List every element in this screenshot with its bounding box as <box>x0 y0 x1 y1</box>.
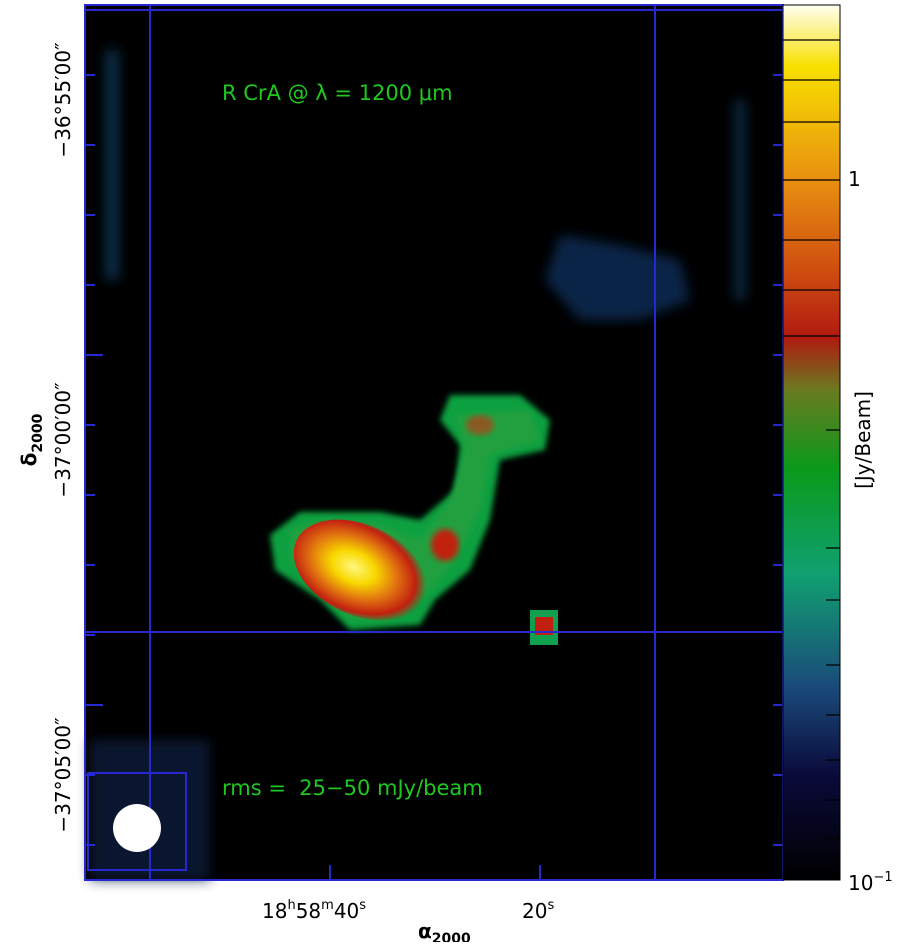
title: R CrA @ λ = 1200 μm <box>222 81 453 105</box>
x-axis-label: α2000 <box>418 919 471 942</box>
x-tick-label: 20s <box>522 898 554 923</box>
x-tick-label: 18h58m40s <box>262 898 366 923</box>
colorbar-label: [Jy/Beam] <box>851 391 875 489</box>
ticks <box>85 74 783 880</box>
colorbar-tick-label: 1 <box>848 167 861 191</box>
colorbar-tick-label: 10−1 <box>848 870 893 895</box>
emission <box>90 50 745 880</box>
map <box>85 5 783 880</box>
y-tick-label: −37°00′00″ <box>51 382 75 497</box>
rms-note: rms = 25−50 mJy/beam <box>222 776 483 800</box>
y-axis-label: δ2000 <box>17 413 46 466</box>
colorbar-ticks <box>783 39 840 839</box>
colorbar <box>782 4 841 881</box>
y-tick-label: −36°55′00″ <box>51 42 75 157</box>
y-tick-label: −37°05′00″ <box>51 717 75 832</box>
beam <box>113 804 161 852</box>
